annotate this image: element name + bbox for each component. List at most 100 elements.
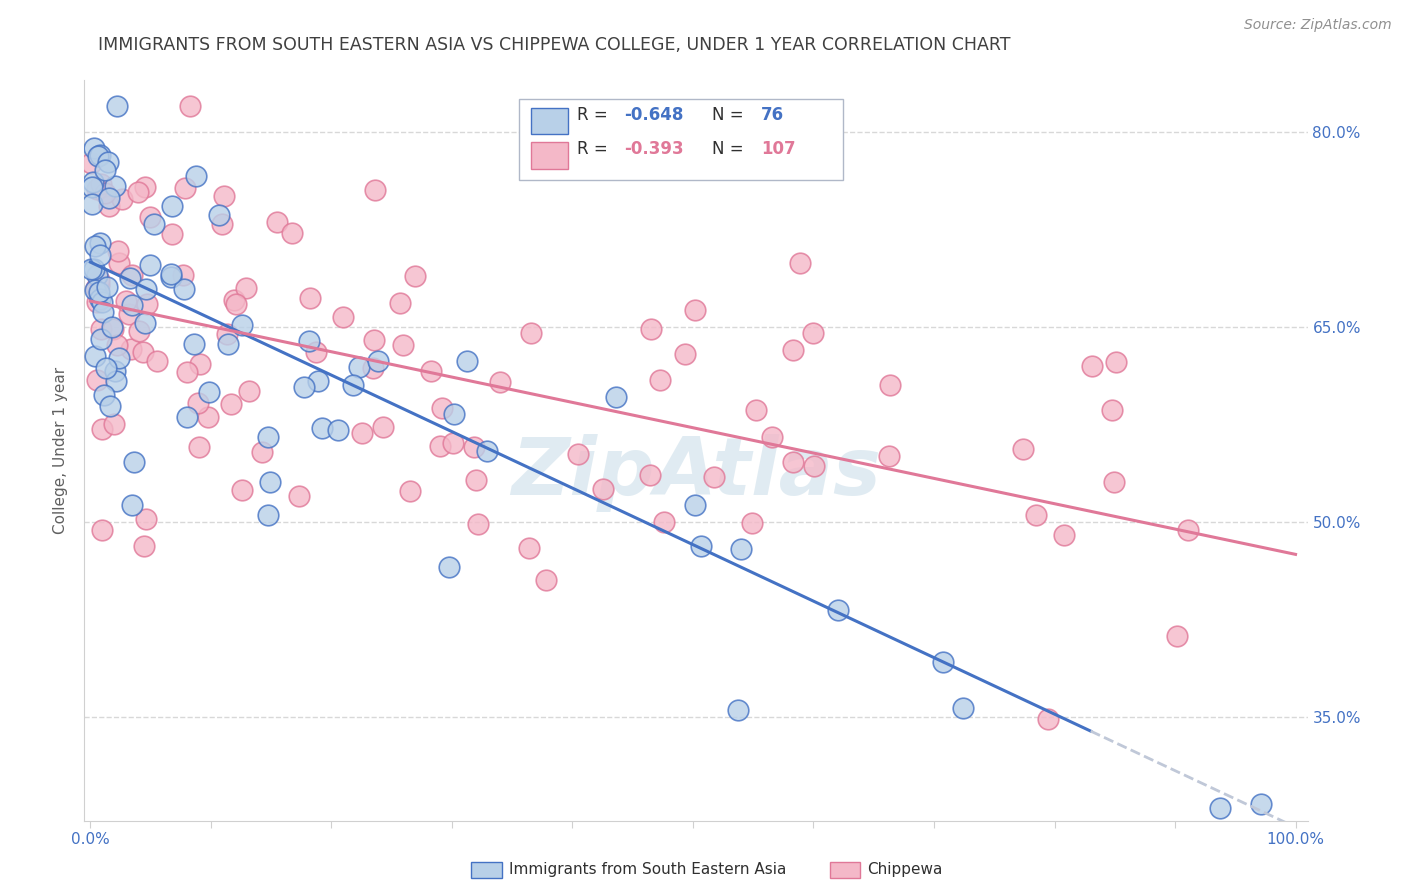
Point xyxy=(703,469,725,483)
Point xyxy=(89,248,111,262)
Point xyxy=(86,149,108,163)
Point xyxy=(94,186,117,201)
Point xyxy=(224,293,246,307)
Point xyxy=(86,373,108,387)
Text: R =: R = xyxy=(578,106,613,124)
Bar xyxy=(531,108,568,135)
Point xyxy=(159,267,181,281)
Point xyxy=(142,217,165,231)
Point xyxy=(82,175,104,189)
Point xyxy=(307,374,329,388)
Point xyxy=(173,282,195,296)
Point xyxy=(399,484,422,499)
Point xyxy=(727,702,749,716)
Point xyxy=(97,199,120,213)
Point xyxy=(465,474,488,488)
Point xyxy=(91,295,114,310)
Point xyxy=(298,291,321,305)
Text: Immigrants from South Eastern Asia: Immigrants from South Eastern Asia xyxy=(509,863,786,877)
Point xyxy=(437,560,460,574)
Text: -0.393: -0.393 xyxy=(624,140,683,158)
Point xyxy=(134,179,156,194)
Point xyxy=(176,409,198,424)
Point xyxy=(86,294,108,309)
Point xyxy=(281,227,304,241)
Point xyxy=(1101,403,1123,417)
Point xyxy=(118,307,141,321)
Point xyxy=(404,268,426,283)
Point xyxy=(932,655,955,669)
Point xyxy=(89,148,111,162)
Point xyxy=(83,140,105,154)
Text: 107: 107 xyxy=(761,140,796,158)
Point xyxy=(782,455,804,469)
Point xyxy=(1166,629,1188,643)
Point xyxy=(1250,797,1272,811)
Point xyxy=(159,270,181,285)
Point xyxy=(86,268,108,283)
Point xyxy=(298,334,321,349)
Point xyxy=(1177,523,1199,537)
Point xyxy=(208,208,231,222)
Point xyxy=(488,375,510,389)
Point xyxy=(827,603,849,617)
Point xyxy=(105,338,128,352)
Point xyxy=(219,397,242,411)
Point xyxy=(305,344,328,359)
Point xyxy=(135,511,157,525)
Point xyxy=(1105,355,1128,369)
Text: Chippewa: Chippewa xyxy=(868,863,943,877)
Point xyxy=(90,178,112,192)
Point xyxy=(1081,359,1104,373)
Point xyxy=(139,210,162,224)
Point xyxy=(1208,800,1230,814)
FancyBboxPatch shape xyxy=(519,99,842,180)
Point xyxy=(877,449,900,463)
Text: -0.648: -0.648 xyxy=(624,106,683,124)
Point xyxy=(107,244,129,259)
Point xyxy=(94,360,117,375)
Point xyxy=(89,277,111,292)
Point xyxy=(173,181,195,195)
Point xyxy=(83,350,105,364)
Point xyxy=(103,417,125,431)
Point xyxy=(107,255,129,269)
Bar xyxy=(531,143,568,169)
Point xyxy=(212,189,235,203)
Point xyxy=(104,363,127,377)
Point xyxy=(373,419,395,434)
Point xyxy=(567,447,589,461)
Point xyxy=(87,285,110,299)
Point xyxy=(782,343,804,357)
Point xyxy=(803,459,825,474)
Point xyxy=(108,351,131,365)
Point xyxy=(741,516,763,531)
Point xyxy=(114,293,136,308)
Point xyxy=(160,199,183,213)
Point xyxy=(689,539,711,553)
Point xyxy=(367,353,389,368)
Point xyxy=(430,401,453,416)
Point xyxy=(730,541,752,556)
Point xyxy=(640,322,662,336)
Point xyxy=(250,444,273,458)
Point xyxy=(121,268,143,282)
Text: Source: ZipAtlas.com: Source: ZipAtlas.com xyxy=(1244,18,1392,32)
Point xyxy=(98,399,121,413)
Point xyxy=(103,322,125,336)
Point xyxy=(176,365,198,379)
Point xyxy=(463,441,485,455)
Point xyxy=(97,154,120,169)
Point xyxy=(128,324,150,338)
Text: 76: 76 xyxy=(761,106,785,124)
Point xyxy=(187,396,209,410)
Point xyxy=(211,217,233,231)
Point xyxy=(361,360,384,375)
Point xyxy=(235,281,257,295)
Point xyxy=(648,373,671,387)
Point xyxy=(332,310,354,324)
Point xyxy=(135,297,157,311)
Point xyxy=(441,435,464,450)
Point xyxy=(118,270,141,285)
Point xyxy=(91,304,114,318)
